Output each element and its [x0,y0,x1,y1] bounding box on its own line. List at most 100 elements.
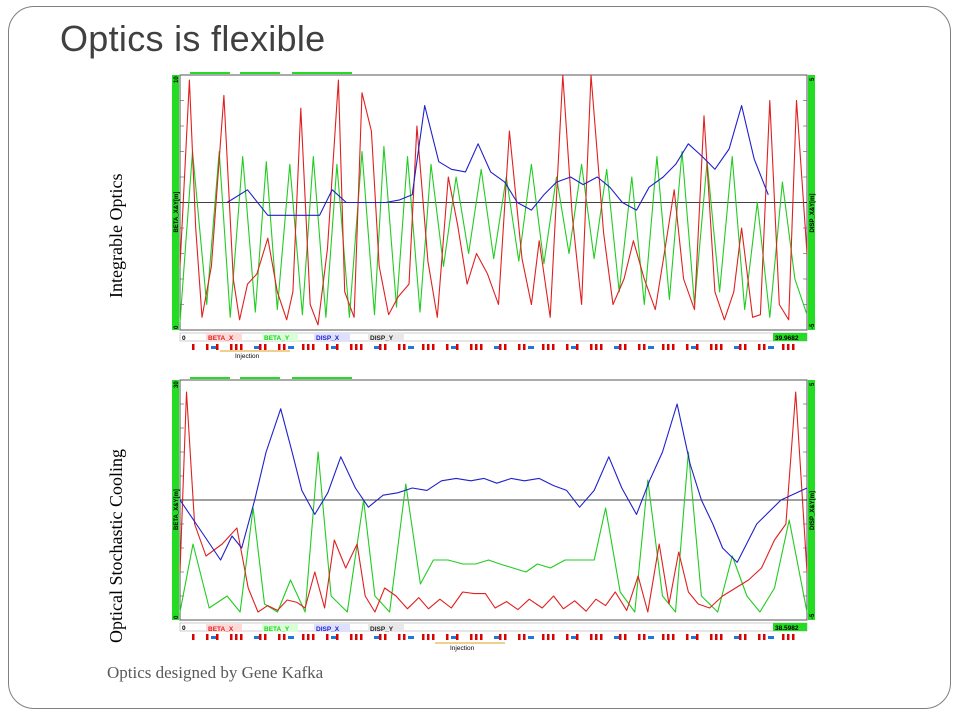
yright-min-label-1: -5 [810,613,816,619]
x-end-label-1: 38.5982 [775,625,799,632]
legend-chip-1-3 [368,624,404,632]
lattice-element-1-24 [384,634,387,640]
lattice-element-0-13 [302,344,305,350]
lattice-element-1-59 [667,634,670,640]
lattice-element-1-30 [432,634,435,640]
lattice-element-0-16 [326,344,329,350]
lattice-element-1-75 [792,634,795,640]
lattice-element-0-67 [734,346,740,349]
lattice-element-0-22 [374,346,380,349]
right-axis-bar-1 [808,380,815,620]
lattice-element-1-16 [326,634,329,640]
lattice-element-0-30 [432,344,435,350]
lattice-element-1-35 [475,634,478,640]
lattice-element-1-6 [240,634,243,640]
top-tab-1-2 [292,377,352,379]
lattice-element-1-26 [403,634,406,640]
lattice-element-0-53 [619,344,622,350]
lattice-element-1-49 [590,634,593,640]
lattice-element-0-12 [288,346,294,349]
lattice-element-0-24 [384,344,387,350]
lattice-element-0-63 [696,344,699,350]
lattice-element-1-72 [768,636,774,639]
lattice-element-0-46 [566,344,569,350]
lattice-element-0-56 [643,344,646,350]
lattice-element-0-68 [739,344,742,350]
lattice-element-1-10 [278,634,281,640]
lattice-element-1-46 [566,634,569,640]
lattice-element-0-65 [715,344,718,350]
lattice-element-1-52 [614,636,620,639]
lattice-element-1-45 [552,634,555,640]
lattice-element-0-37 [494,346,500,349]
lattice-element-0-66 [720,344,723,350]
lattice-element-0-41 [523,344,526,350]
legend-label-beta-y-0: BETA_Y [264,335,290,342]
slide-caption: Optics designed by Gene Kafka [107,663,324,682]
lattice-element-1-4 [230,634,233,640]
lattice-element-0-27 [408,346,414,349]
x-end-label-0: 39.9682 [775,335,799,342]
lattice-element-1-38 [499,634,502,640]
yleft-min-label-1: 0 [174,615,180,619]
lattice-element-1-68 [739,634,742,640]
lattice-element-1-60 [672,634,675,640]
lattice-element-0-21 [360,344,363,350]
lattice-element-0-62 [691,346,697,349]
lattice-element-1-42 [528,636,534,639]
lattice-element-1-58 [662,634,665,640]
lattice-element-0-38 [499,344,502,350]
lattice-element-0-2 [211,346,217,349]
lattice-element-0-43 [542,344,545,350]
lattice-element-1-70 [758,634,761,640]
lattice-element-1-34 [470,634,473,640]
lattice-element-0-36 [480,344,483,350]
legend-chip-1-0 [206,624,242,632]
lattice-element-1-39 [504,634,507,640]
series-line-disp-x-0 [226,105,769,216]
lattice-element-1-18 [336,634,339,640]
lattice-element-0-40 [518,344,521,350]
lattice-element-0-44 [547,344,550,350]
yleft-max-label-1: 30 [174,381,180,388]
lattice-element-1-31 [446,634,449,640]
lattice-element-1-25 [398,634,401,640]
lattice-element-0-28 [422,344,425,350]
lattice-element-1-61 [686,634,689,640]
lattice-element-1-57 [648,636,654,639]
left-axis-bar-0 [172,75,179,330]
lattice-element-0-39 [504,344,507,350]
legend-label-disp-y-0: DISP_Y [370,335,394,342]
lattice-element-0-69 [744,344,747,350]
legend-label-disp-x-1: DISP_X [316,626,340,633]
lattice-element-0-33 [456,344,459,350]
legend-chip-0-1 [262,333,298,341]
lattice-element-1-20 [355,634,358,640]
lattice-element-1-14 [307,634,310,640]
lattice-element-1-43 [542,634,545,640]
lattice-element-0-64 [710,344,713,350]
lattice-element-0-31 [446,344,449,350]
legend-chip-0-3 [368,333,404,341]
lattice-element-1-3 [216,634,219,640]
lattice-element-1-54 [624,634,627,640]
left-axis-bar-1 [172,380,179,620]
legend-label-beta-y-1: BETA_Y [264,626,290,633]
lattice-element-0-57 [648,346,654,349]
lattice-element-0-5 [235,344,238,350]
lattice-element-0-61 [686,344,689,350]
lattice-element-0-20 [355,344,358,350]
lattice-element-1-9 [264,634,267,640]
lattice-element-1-67 [734,636,740,639]
lattice-element-0-8 [259,344,262,350]
lattice-element-0-0 [192,344,195,350]
lattice-element-0-50 [595,344,598,350]
lattice-element-0-34 [470,344,473,350]
lattice-element-0-72 [768,346,774,349]
lattice-element-1-1 [206,634,209,640]
lattice-element-0-17 [331,346,337,349]
lattice-element-1-29 [427,634,430,640]
lattice-element-0-55 [638,344,641,350]
lattice-element-1-15 [312,634,315,640]
lattice-element-1-7 [254,636,260,639]
